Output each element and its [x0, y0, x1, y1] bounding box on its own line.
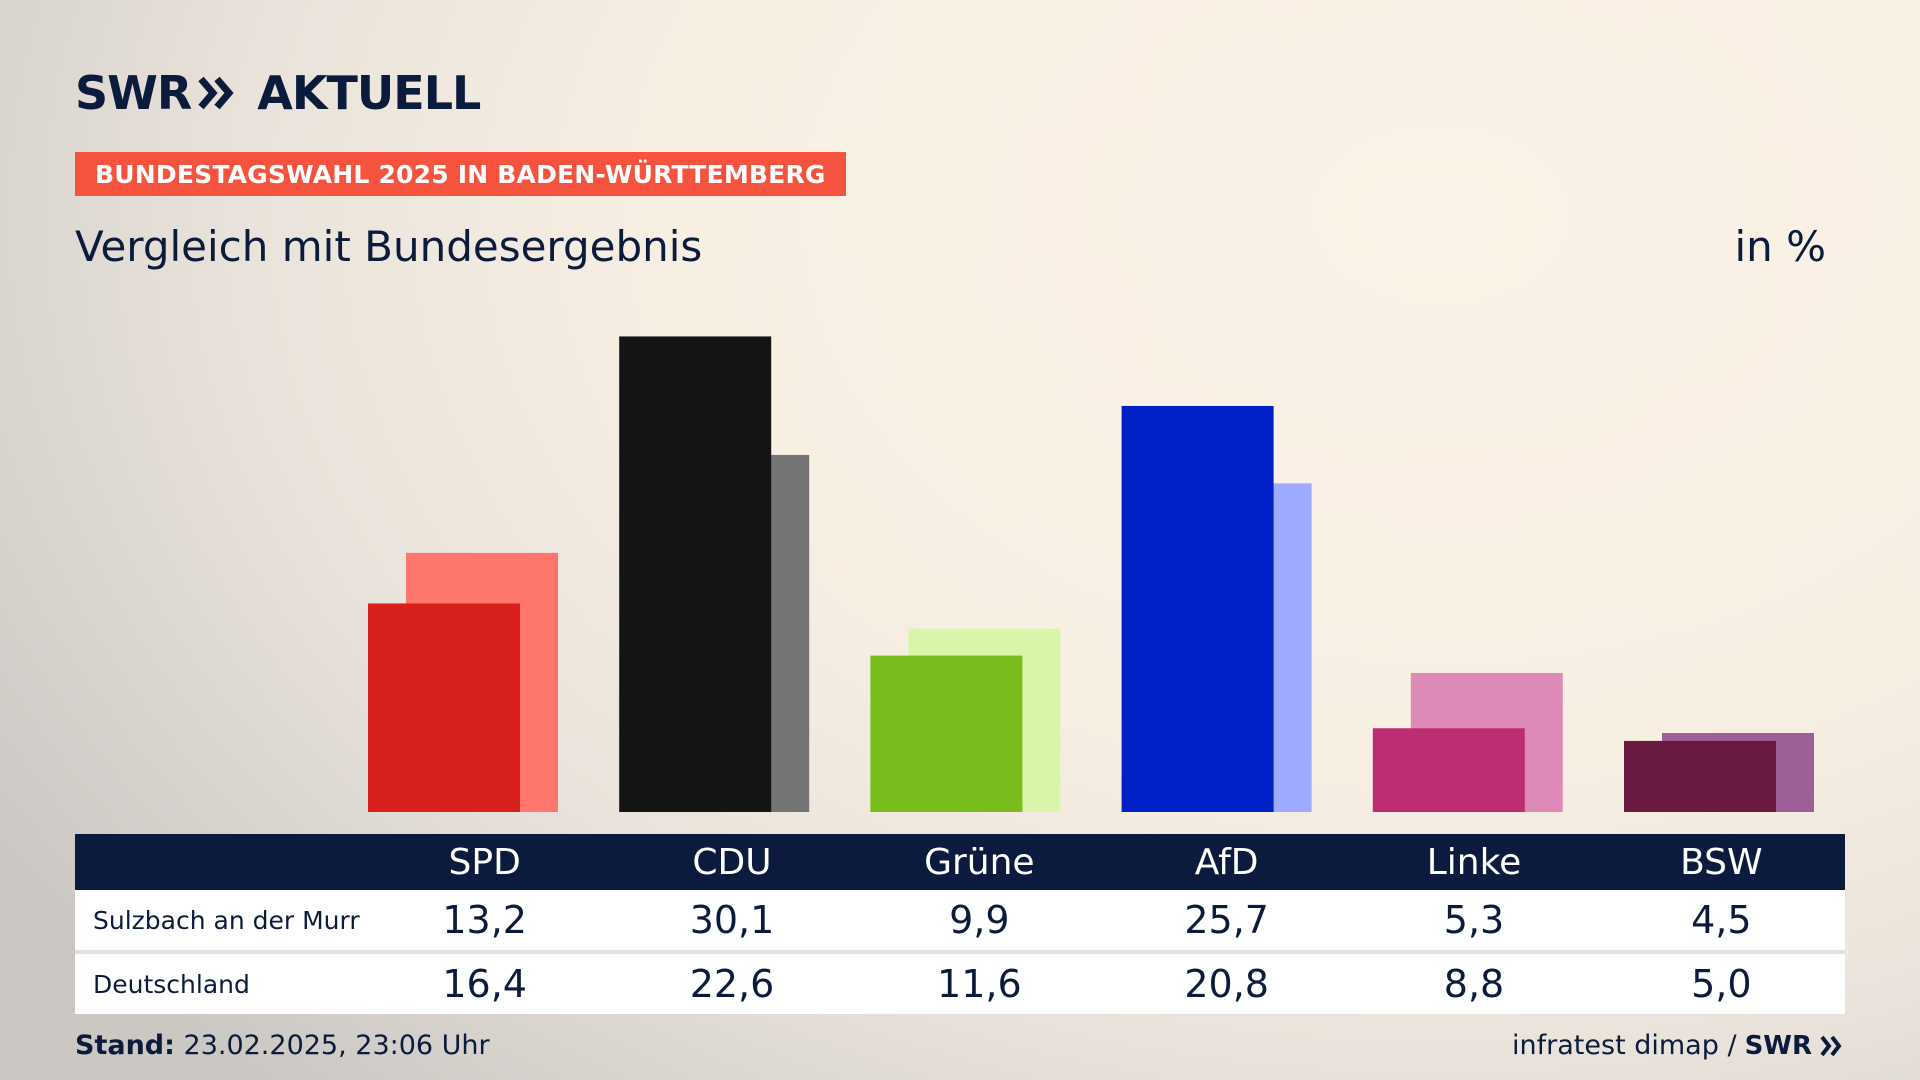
bar-sulzbach-grüne [870, 655, 1023, 812]
table-cell: 22,6 [689, 962, 775, 1006]
header-gruene: Grüne [924, 841, 1035, 883]
stand-value: 23.02.2025, 23:06 Uhr [183, 1030, 490, 1061]
table-cell: 16,4 [442, 962, 527, 1006]
table-cell: 25,7 [1184, 898, 1269, 942]
bar-sulzbach-cdu [619, 336, 772, 812]
table-cell: 9,9 [949, 898, 1010, 942]
bar-sulzbach-afd [1121, 405, 1274, 812]
table-cell: 5,0 [1691, 962, 1752, 1006]
header-spd: SPD [448, 841, 521, 883]
table-cell: 4,5 [1691, 898, 1752, 942]
table-row-sulzbach: Sulzbach an der Murr 13,2 30,1 9,9 25,7 … [75, 890, 1845, 954]
stand-label: Stand: [75, 1030, 175, 1061]
table-cell: 13,2 [442, 898, 527, 942]
header-bsw: BSW [1680, 841, 1763, 883]
chart-subtitle: Vergleich mit Bundesergebnis [75, 222, 703, 271]
timestamp: Stand: 23.02.2025, 23:06 Uhr [75, 1030, 490, 1061]
row-label: Sulzbach an der Murr [93, 905, 360, 935]
bar-sulzbach-spd [368, 603, 520, 812]
logo-text: SWR [75, 66, 192, 120]
swr-aktuell-logo: SWR AKTUELL [75, 66, 481, 120]
table-row-deutschland: Deutschland 16,4 22,6 11,6 20,8 8,8 5,0 [75, 954, 1845, 1014]
header-cdu: CDU [692, 841, 772, 883]
header-afd: AfD [1194, 841, 1259, 883]
table-cell: 8,8 [1443, 962, 1505, 1006]
header-linke: Linke [1426, 841, 1522, 883]
table-header: SPD CDU Grüne AfD Linke BSW [75, 834, 1845, 890]
double-chevron-icon [1820, 1035, 1842, 1056]
unit-label: in % [1734, 222, 1826, 271]
election-badge: BUNDESTAGSWAHL 2025 IN BADEN-WÜRTTEMBERG [75, 152, 846, 196]
logo-suffix: AKTUELL [257, 66, 481, 120]
double-chevron-icon [198, 76, 234, 110]
swr-small-logo: SWR [1744, 1030, 1812, 1061]
results-table: SPD CDU Grüne AfD Linke BSW Sulzbach an … [75, 834, 1845, 1014]
table-cell: 20,8 [1184, 962, 1269, 1006]
row-label: Deutschland [93, 969, 250, 999]
source-credit: infratest dimap / SWR [1512, 1030, 1844, 1061]
bar-sulzbach-bsw [1624, 740, 1776, 812]
bar-sulzbach-linke [1372, 728, 1525, 812]
table-cell: 30,1 [689, 898, 775, 942]
table-cell: 11,6 [937, 962, 1022, 1006]
table-cell: 5,3 [1443, 898, 1505, 942]
source-text: infratest dimap / [1512, 1030, 1737, 1061]
